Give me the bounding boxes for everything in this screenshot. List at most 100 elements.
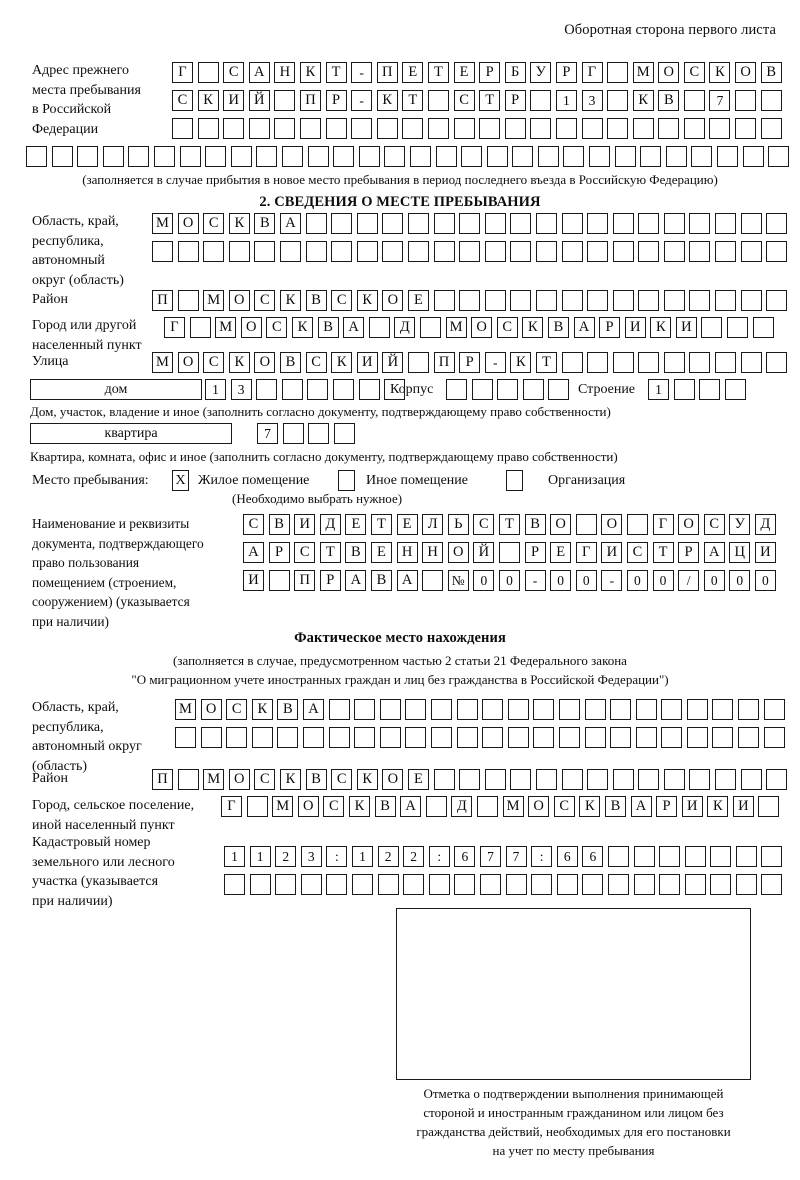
comb-cell[interactable]: А — [302, 699, 324, 720]
comb-cell[interactable] — [589, 146, 611, 167]
comb-cell[interactable] — [200, 727, 222, 748]
comb-cell[interactable]: О — [601, 514, 623, 535]
comb-cell[interactable]: 2 — [377, 846, 399, 867]
comb-cell[interactable] — [768, 146, 790, 167]
comb-cell[interactable]: О — [658, 62, 680, 83]
comb-cell[interactable]: А — [343, 317, 365, 338]
comb-cell[interactable] — [333, 146, 355, 167]
comb-cell[interactable]: А — [573, 317, 595, 338]
comb-cell[interactable]: В — [305, 769, 327, 790]
comb-cell[interactable] — [610, 699, 632, 720]
comb-cell[interactable]: 0 — [473, 570, 495, 591]
comb-cell[interactable] — [479, 118, 501, 139]
comb-cell[interactable] — [358, 379, 380, 400]
comb-cell[interactable] — [427, 90, 449, 111]
comb-cell[interactable] — [763, 727, 785, 748]
comb-cell[interactable]: Р — [479, 62, 501, 83]
comb-cell[interactable]: С — [453, 90, 475, 111]
comb-cell[interactable] — [486, 146, 508, 167]
comb-cell[interactable] — [226, 727, 248, 748]
comb-cell[interactable]: Д — [451, 796, 473, 817]
comb-cell[interactable] — [302, 727, 324, 748]
comb-cell[interactable]: 6 — [454, 846, 476, 867]
comb-cell[interactable]: В — [658, 90, 680, 111]
comb-cell[interactable]: П — [376, 62, 398, 83]
comb-cell[interactable]: С — [254, 769, 276, 790]
comb-cell[interactable]: Й — [473, 542, 495, 563]
comb-cell[interactable] — [684, 846, 706, 867]
comb-cell[interactable]: И — [223, 90, 245, 111]
comb-cell[interactable]: Р — [656, 796, 678, 817]
comb-cell[interactable] — [587, 213, 609, 234]
comb-cell[interactable] — [686, 727, 708, 748]
comb-cell[interactable]: Е — [345, 514, 367, 535]
comb-cell[interactable] — [575, 514, 597, 535]
comb-cell[interactable] — [203, 241, 225, 262]
comb-cell[interactable]: М — [215, 317, 237, 338]
comb-cell[interactable]: Т — [498, 514, 520, 535]
comb-cell[interactable]: Т — [319, 542, 341, 563]
comb-cell[interactable] — [354, 699, 376, 720]
comb-cell[interactable] — [419, 317, 441, 338]
comb-cell[interactable] — [587, 290, 609, 311]
comb-cell[interactable] — [673, 379, 695, 400]
comb-cell[interactable]: В — [760, 62, 782, 83]
comb-cell[interactable] — [610, 727, 632, 748]
comb-cell[interactable] — [351, 874, 373, 895]
comb-cell[interactable]: С — [226, 699, 248, 720]
comb-cell[interactable] — [715, 213, 737, 234]
comb-cell[interactable]: Е — [550, 542, 572, 563]
comb-cell[interactable]: Т — [535, 352, 557, 373]
comb-cell[interactable] — [766, 213, 788, 234]
comb-cell[interactable] — [300, 874, 322, 895]
comb-cell[interactable] — [686, 699, 708, 720]
comb-cell[interactable] — [427, 118, 449, 139]
comb-cell[interactable] — [633, 874, 655, 895]
comb-cell[interactable] — [665, 146, 687, 167]
comb-cell[interactable] — [179, 146, 201, 167]
comb-cell[interactable]: Д — [394, 317, 416, 338]
comb-cell[interactable]: П — [152, 290, 173, 311]
comb-cell[interactable] — [299, 118, 321, 139]
comb-cell[interactable] — [197, 118, 219, 139]
comb-cell[interactable]: С — [703, 514, 725, 535]
comb-cell[interactable] — [453, 118, 475, 139]
comb-cell[interactable]: В — [604, 796, 626, 817]
comb-cell[interactable]: В — [317, 317, 339, 338]
comb-cell[interactable]: С — [473, 514, 495, 535]
comb-cell[interactable]: О — [200, 699, 222, 720]
comb-cell[interactable] — [561, 213, 583, 234]
comb-cell[interactable]: - — [524, 570, 546, 591]
comb-cell[interactable] — [715, 769, 737, 790]
comb-cell[interactable]: С — [496, 317, 518, 338]
comb-cell[interactable]: М — [152, 213, 173, 234]
comb-cell[interactable]: И — [624, 317, 646, 338]
comb-cell[interactable]: О — [240, 317, 262, 338]
comb-cell[interactable] — [407, 241, 429, 262]
comb-cell[interactable] — [709, 118, 731, 139]
comb-cell[interactable]: Е — [402, 62, 424, 83]
comb-cell[interactable]: К — [356, 769, 378, 790]
comb-cell[interactable]: 7 — [505, 846, 527, 867]
comb-cell[interactable] — [274, 118, 296, 139]
comb-cell[interactable] — [428, 874, 450, 895]
comb-cell[interactable] — [635, 699, 657, 720]
comb-cell[interactable]: Л — [422, 514, 444, 535]
comb-cell[interactable] — [760, 90, 782, 111]
comb-cell[interactable] — [459, 769, 481, 790]
comb-cell[interactable]: М — [502, 796, 524, 817]
comb-cell[interactable] — [699, 379, 721, 400]
comb-cell[interactable] — [612, 352, 634, 373]
comb-cell[interactable]: Р — [459, 352, 481, 373]
comb-cell[interactable] — [482, 727, 504, 748]
comb-cell[interactable]: С — [223, 62, 245, 83]
comb-cell[interactable] — [507, 727, 529, 748]
comb-cell[interactable] — [189, 317, 211, 338]
actual-region-row-2[interactable] — [175, 727, 785, 748]
comb-cell[interactable] — [461, 146, 483, 167]
comb-cell[interactable]: Ь — [447, 514, 469, 535]
comb-cell[interactable]: : — [428, 846, 450, 867]
